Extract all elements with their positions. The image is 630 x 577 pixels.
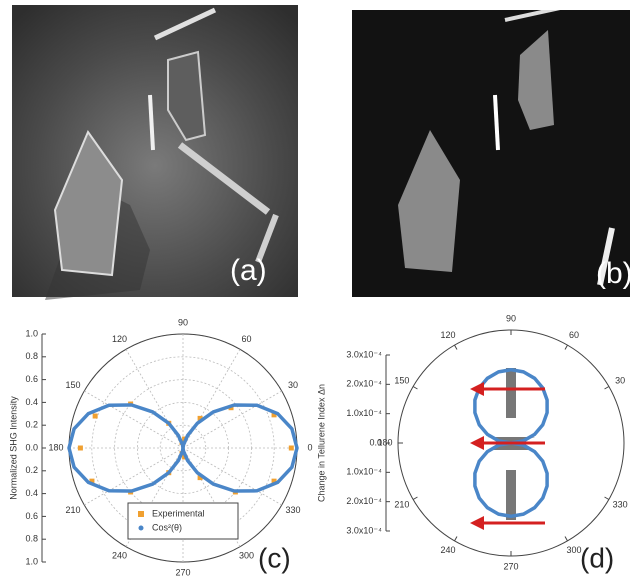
- data-point: [289, 446, 294, 451]
- theta-tick-label: 240: [112, 551, 127, 561]
- theta-tick-label: 90: [506, 313, 516, 323]
- legend-label: Cos²(θ): [152, 522, 182, 532]
- theta-tick: [413, 387, 417, 390]
- theta-tick-label: 330: [613, 499, 628, 509]
- theta-tick-label: 330: [285, 505, 300, 515]
- theta-tick-label: 0: [307, 442, 312, 452]
- r-tick-label: 1.0x10⁻⁴: [346, 467, 382, 477]
- panel-label: (c): [258, 542, 291, 573]
- theta-tick-label: 300: [239, 551, 254, 561]
- r-tick-label: 0.0: [369, 437, 382, 447]
- grid-spoke: [84, 448, 183, 505]
- theta-tick-label: 270: [175, 567, 190, 577]
- micrograph-b: (b): [352, 8, 630, 297]
- grid-spoke: [84, 391, 183, 448]
- r-tick-label: 0.6: [25, 511, 38, 521]
- r-tick-label: 0.2: [25, 465, 38, 475]
- theta-tick-label: 90: [178, 317, 188, 327]
- theta-tick: [565, 345, 568, 349]
- plots: 0 30 60 90 120 150 180 210 240 270 300 330 0.0 0.2 0.2…: [8, 313, 627, 577]
- theta-tick-label: 270: [503, 561, 518, 571]
- panel-label: (a): [230, 254, 267, 287]
- micrograph-a: (a): [12, 5, 298, 300]
- data-point: [93, 414, 98, 419]
- curve: [69, 405, 297, 491]
- theta-tick: [413, 497, 417, 500]
- theta-tick-label: 120: [440, 330, 455, 340]
- r-tick-label: 0.6: [25, 374, 38, 384]
- r-tick-label: 1.0x10⁻⁴: [346, 408, 382, 418]
- r-tick-label: 0.2: [25, 420, 38, 430]
- theta-tick: [605, 497, 609, 500]
- data-point: [78, 446, 83, 451]
- r-tick-label: 0.0: [25, 442, 38, 452]
- r-tick-label: 2.0x10⁻⁴: [346, 379, 382, 389]
- theta-tick-label: 150: [394, 375, 409, 385]
- figure: (a) (b) 03060901201501802102402703003300…: [0, 0, 630, 577]
- r-tick-label: 1.0: [25, 328, 38, 338]
- r-tick-label: 1.0: [25, 556, 38, 566]
- theta-tick-label: 180: [48, 442, 63, 452]
- panel-label: (d): [580, 542, 614, 573]
- theta-tick-label: 210: [65, 505, 80, 515]
- r-tick-label: 0.8: [25, 351, 38, 361]
- r-tick-label: 2.0x10⁻⁴: [346, 496, 382, 506]
- theta-tick-label: 240: [440, 545, 455, 555]
- theta-tick: [565, 537, 568, 541]
- theta-tick-label: 150: [65, 380, 80, 390]
- panel-label: (b): [596, 257, 630, 290]
- theta-tick: [605, 387, 609, 390]
- r-tick-label: 3.0x10⁻⁴: [346, 525, 382, 535]
- y-axis-label: Change in Tellurene Index Δn: [316, 384, 326, 502]
- legend-swatch: [139, 526, 144, 531]
- theta-tick-label: 30: [288, 380, 298, 390]
- theta-tick-label: 30: [615, 375, 625, 385]
- r-tick-label: 0.8: [25, 534, 38, 544]
- theta-tick-label: 210: [394, 499, 409, 509]
- theta-tick-label: 60: [241, 334, 251, 344]
- theta-tick-label: 120: [112, 334, 127, 344]
- legend-label: Experimental: [152, 508, 205, 518]
- legend-swatch: [138, 511, 144, 517]
- y-axis-label: Normalized SHG Intensity: [8, 396, 18, 500]
- r-tick-label: 0.4: [25, 488, 38, 498]
- theta-tick-label: 60: [569, 330, 579, 340]
- theta-tick: [455, 537, 458, 541]
- theta-tick: [455, 345, 458, 349]
- r-tick-label: 3.0x10⁻⁴: [346, 349, 382, 359]
- r-tick-label: 0.4: [25, 397, 38, 407]
